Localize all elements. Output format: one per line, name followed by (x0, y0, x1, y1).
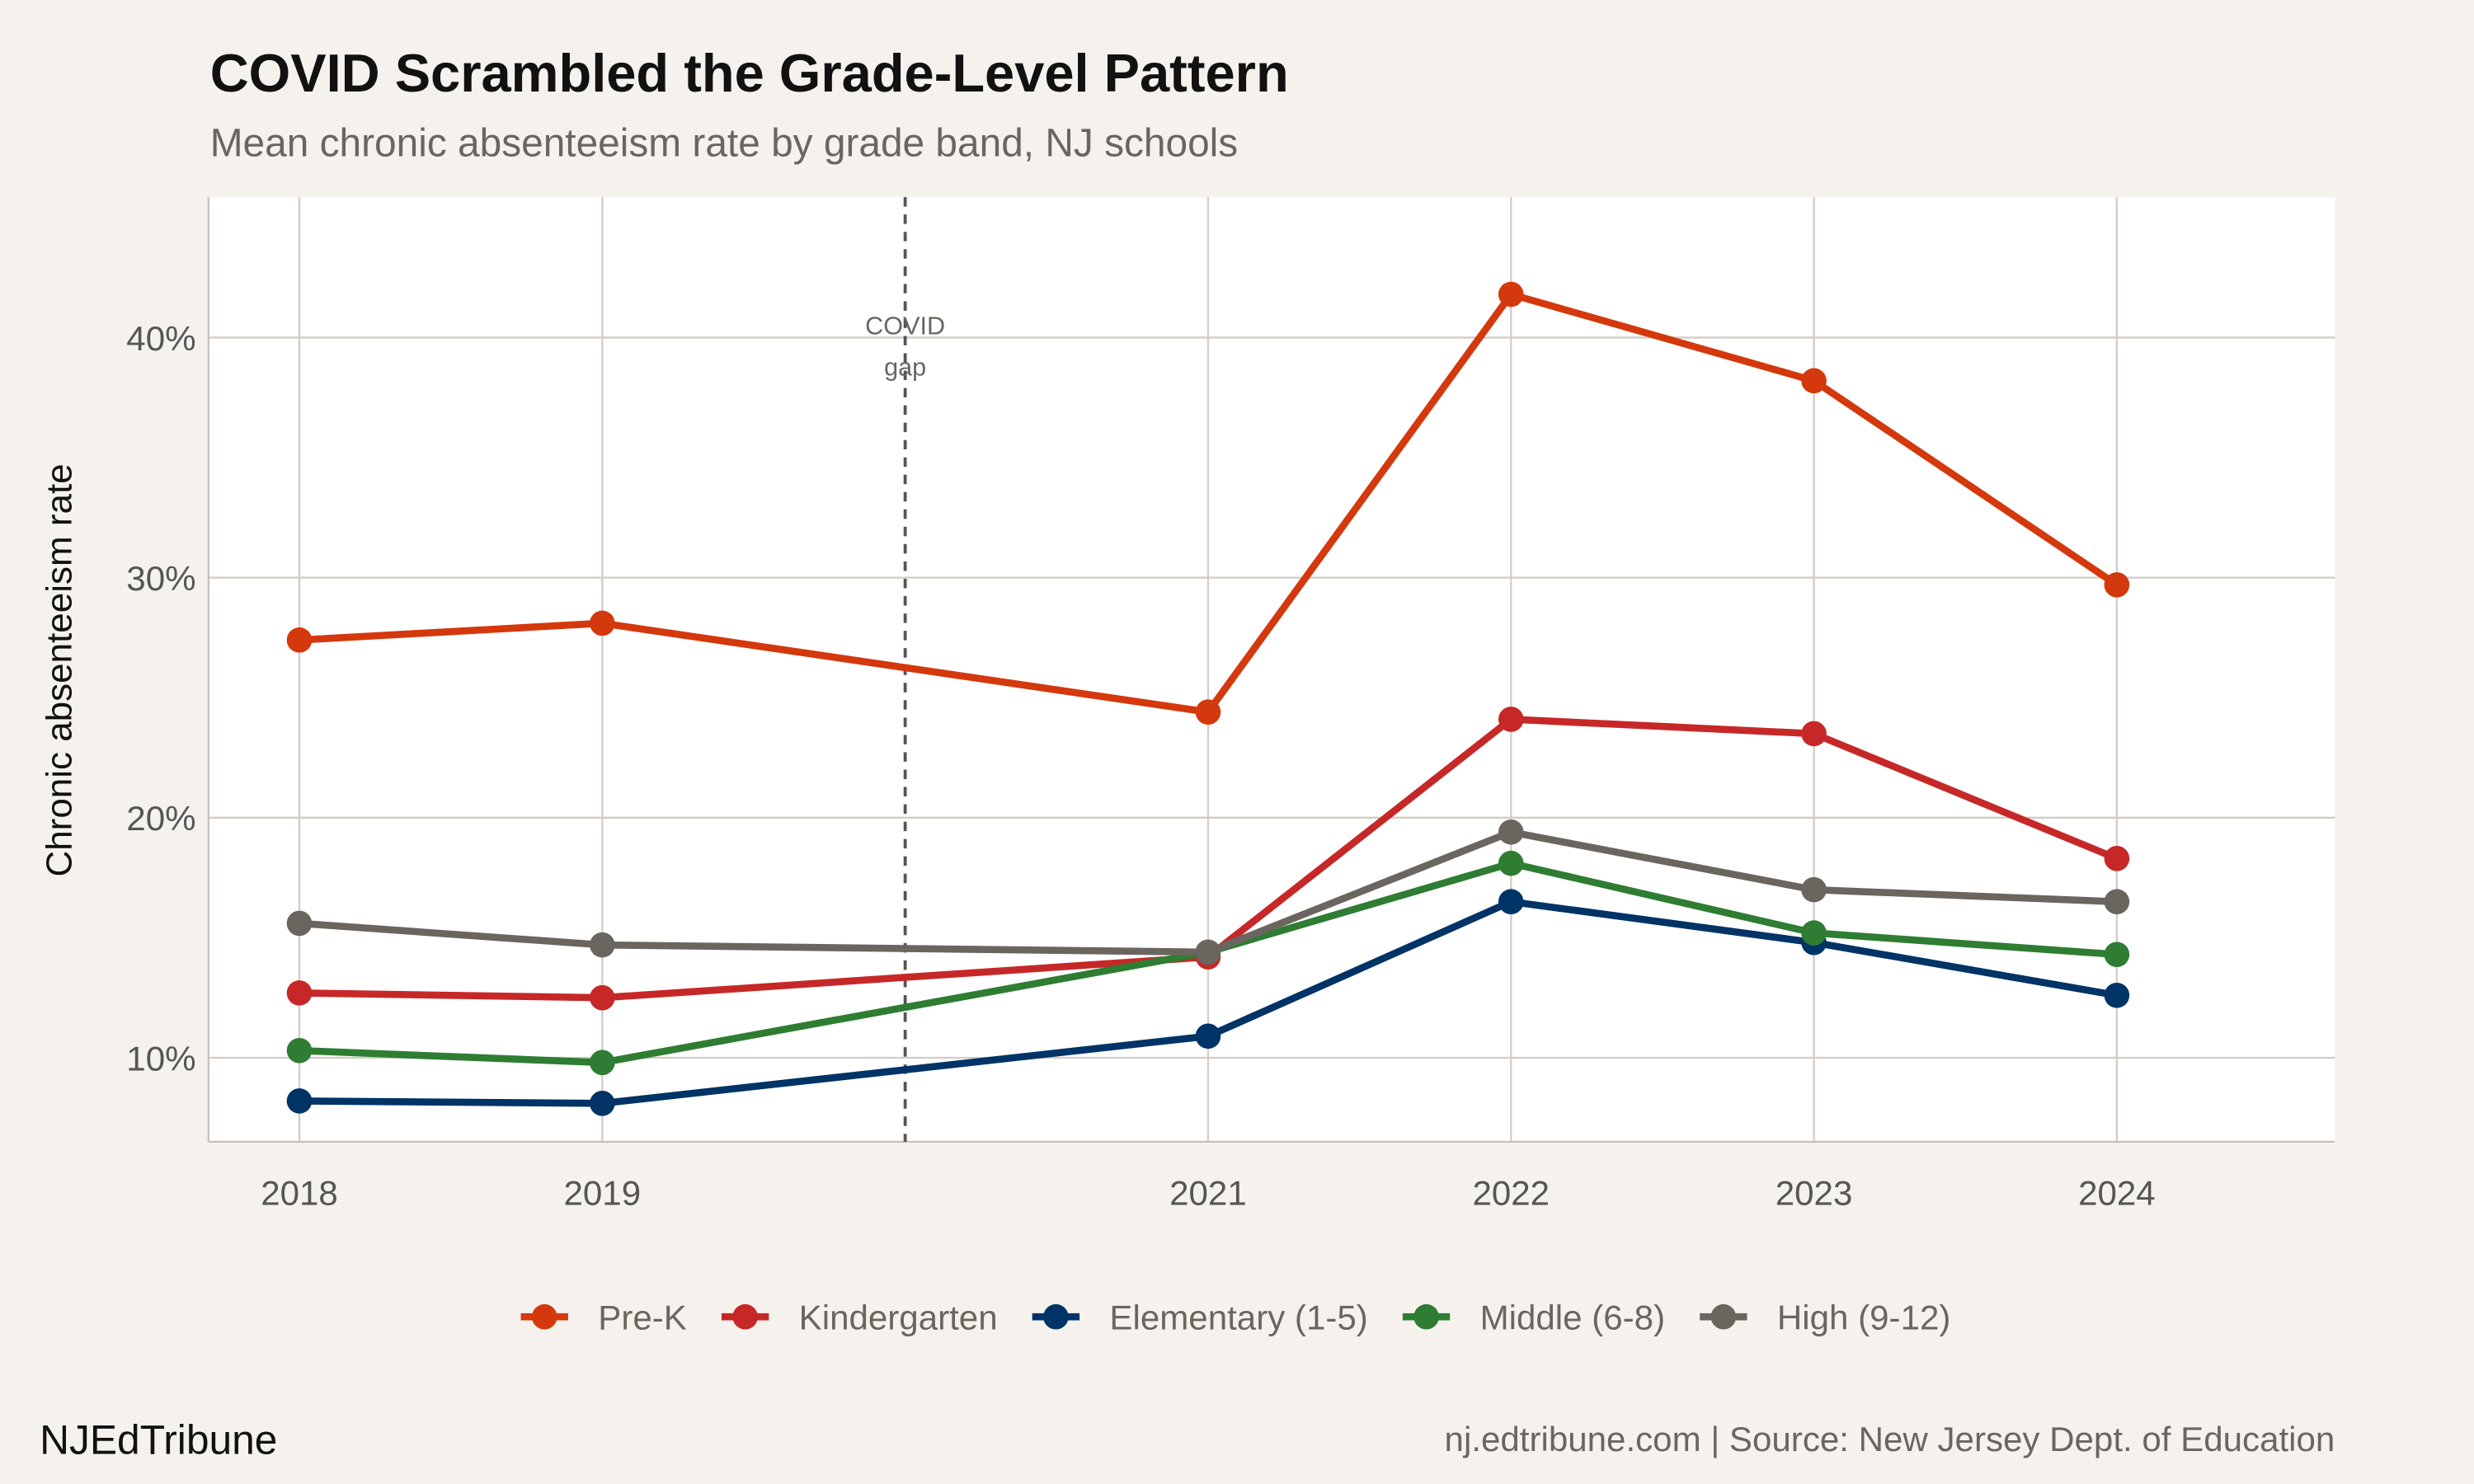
legend-swatch-point (1043, 1303, 1069, 1330)
legend-swatch-point (732, 1303, 758, 1330)
data-point (590, 610, 615, 636)
y-tick-labels: 10% 20% 30% 40% (126, 319, 195, 1078)
data-point (1801, 368, 1827, 394)
data-point (1498, 707, 1524, 732)
data-point (2104, 942, 2130, 968)
data-point (286, 980, 313, 1006)
x-tick-label: 2021 (1169, 1173, 1247, 1212)
covid-annotation: COVID gap (865, 197, 945, 1142)
x-tick-label: 2019 (564, 1173, 642, 1212)
legend-item: High (9-12) (1700, 1298, 1950, 1337)
legend-label: High (9-12) (1777, 1298, 1950, 1337)
data-point (286, 910, 313, 937)
gridlines (208, 197, 2335, 1142)
y-axis-label: Chronic absenteeism rate (39, 463, 79, 876)
x-tick-labels: 2018 2019 2021 2022 2023 2024 (261, 1173, 2155, 1212)
y-tick-label: 40% (126, 319, 195, 358)
chart-title: COVID Scrambled the Grade-Level Pattern (210, 43, 1289, 103)
data-point (590, 932, 615, 958)
data-point (1498, 850, 1524, 876)
legend-label: Middle (6-8) (1480, 1298, 1666, 1337)
y-tick-label: 10% (126, 1039, 195, 1078)
legend-swatch-point (531, 1303, 557, 1330)
series-line (299, 859, 2118, 1067)
legend-item: Kindergarten (721, 1298, 998, 1337)
brand-label: NJEdTribune (40, 1417, 277, 1463)
legend-label: Kindergarten (799, 1298, 998, 1337)
series-layer (286, 281, 2130, 1116)
data-point (1498, 819, 1524, 845)
series-line (299, 290, 2119, 716)
legend-item: Elementary (1-5) (1032, 1298, 1368, 1337)
series-line (299, 828, 2118, 956)
data-point (590, 1091, 615, 1116)
data-point (286, 627, 313, 653)
data-point (1801, 920, 1827, 946)
plot-panel (208, 197, 2335, 1142)
data-point (1195, 939, 1221, 965)
legend-item: Pre-K (520, 1298, 687, 1337)
data-point (1498, 889, 1524, 915)
x-tick-label: 2018 (261, 1173, 338, 1212)
data-point (286, 1037, 313, 1064)
data-point (2104, 572, 2130, 598)
data-point (2104, 982, 2130, 1008)
covid-label-line1: COVID (865, 312, 945, 340)
x-tick-label: 2023 (1776, 1173, 1853, 1212)
series-line (299, 898, 2118, 1107)
data-point (2104, 846, 2130, 871)
legend-swatch-point (1413, 1303, 1439, 1330)
data-point (2104, 889, 2130, 915)
data-point (1195, 699, 1221, 725)
series-pre-k (286, 281, 2130, 725)
source-label: nj.edtribune.com | Source: New Jersey De… (1445, 1420, 2335, 1458)
data-point (590, 1050, 615, 1076)
series-line (299, 716, 2119, 1002)
data-point (590, 984, 615, 1011)
x-tick-label: 2022 (1472, 1173, 1550, 1212)
legend: Pre-K Kindergarten Elementary (1-5) Middle … (520, 1298, 1950, 1337)
covid-label-line2: gap (884, 353, 926, 381)
x-tick-label: 2024 (2078, 1173, 2156, 1212)
y-tick-label: 20% (126, 799, 195, 838)
legend-label: Elementary (1-5) (1109, 1298, 1367, 1337)
legend-swatch-point (1710, 1303, 1737, 1330)
series-middle-6-8- (286, 850, 2130, 1076)
chart-subtitle: Mean chronic absenteeism rate by grade b… (210, 121, 1238, 165)
data-point (1801, 876, 1827, 903)
data-point (1195, 1023, 1221, 1050)
data-point (1498, 281, 1524, 308)
data-point (286, 1088, 313, 1114)
data-point (1801, 721, 1827, 747)
y-tick-label: 30% (126, 559, 195, 598)
legend-item: Middle (6-8) (1402, 1298, 1666, 1337)
series-high-9-12- (286, 819, 2130, 965)
legend-label: Pre-K (598, 1298, 687, 1337)
